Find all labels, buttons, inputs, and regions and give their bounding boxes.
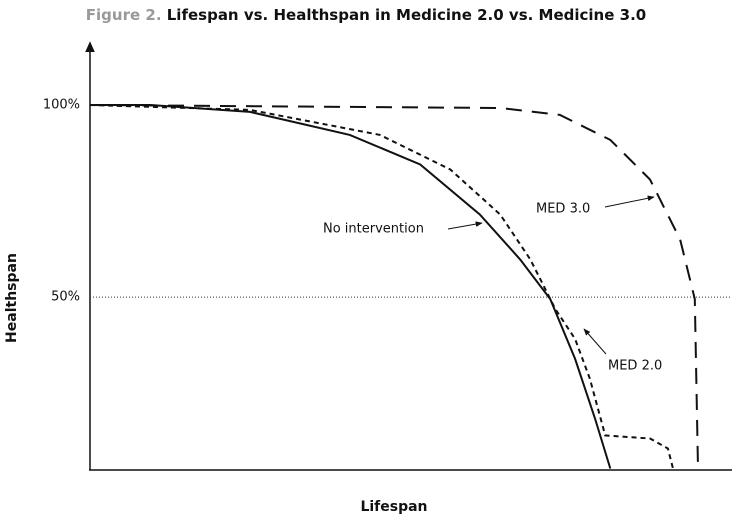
series-label: No intervention xyxy=(323,222,424,237)
chart-title: Lifespan vs. Healthspan in Medicine 2.0 … xyxy=(167,6,646,24)
chart-title-group: Figure 2. Lifespan vs. Healthspan in Med… xyxy=(86,6,646,24)
y-axis-label: Healthspan xyxy=(4,253,20,343)
y-tick-label: 100% xyxy=(43,97,80,112)
series-line xyxy=(89,104,699,469)
series-line xyxy=(89,104,674,469)
y-tick-label: 50% xyxy=(51,290,80,305)
annotation-arrow xyxy=(604,195,655,208)
annotation-arrow xyxy=(583,328,607,355)
x-axis-label: Lifespan xyxy=(360,499,427,515)
annotation-arrow xyxy=(447,221,483,230)
series-label: MED 3.0 xyxy=(536,202,590,217)
series-label: MED 2.0 xyxy=(608,359,662,374)
series-line xyxy=(90,104,612,469)
title-prefix: Figure 2. xyxy=(86,6,162,24)
